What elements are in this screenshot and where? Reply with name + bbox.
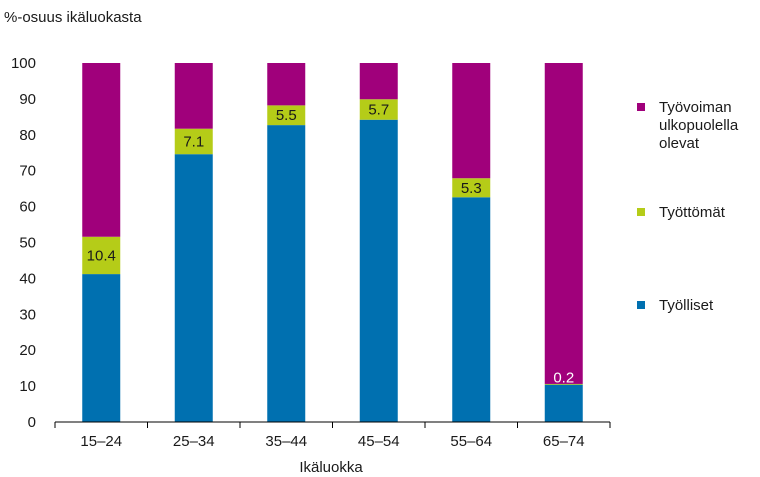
y-tick-label: 0 — [28, 414, 36, 431]
y-tick-label: 50 — [19, 235, 36, 252]
legend-label: ulkopuolella — [659, 117, 739, 134]
y-tick-label: 20 — [19, 342, 36, 359]
bar-segment — [359, 63, 398, 100]
bar-segment — [267, 105, 306, 126]
data-label: 10.4 — [87, 247, 116, 264]
legend-label: Työlliset — [659, 297, 714, 314]
x-axis-title: Ikäluokka — [299, 459, 363, 476]
legend-label: olevat — [659, 135, 700, 152]
legend-swatch — [637, 301, 645, 309]
x-axis-ticks: 15–24 25–34 35–44 45–54 55–64 65–74 — [54, 422, 611, 450]
bar-segment — [452, 178, 491, 198]
x-tick-label: 55–64 — [450, 433, 492, 450]
bars — [82, 63, 583, 423]
data-label: 0.2 — [553, 370, 574, 387]
bar-segment — [267, 125, 306, 423]
bar-segment — [174, 63, 213, 129]
y-tick-label: 90 — [19, 91, 36, 108]
x-tick-label: 65–74 — [543, 433, 585, 450]
x-tick-label: 15–24 — [80, 433, 122, 450]
bar-segment — [82, 63, 121, 237]
bar-segment — [174, 154, 213, 422]
x-tick-label: 35–44 — [265, 433, 307, 450]
bar-segment — [452, 197, 491, 422]
y-tick-label: 60 — [19, 199, 36, 216]
x-tick-label: 45–54 — [358, 433, 400, 450]
y-tick-label: 100 — [11, 55, 36, 72]
legend-swatch — [637, 103, 645, 111]
bar-segment — [544, 383, 583, 385]
bar-segment — [174, 128, 213, 155]
bar-segment — [544, 63, 583, 384]
data-label: 5.3 — [461, 180, 482, 197]
y-tick-label: 10 — [19, 378, 36, 395]
bar-segment — [452, 63, 491, 179]
x-tick-label: 25–34 — [173, 433, 215, 450]
y-tick-label: 40 — [19, 270, 36, 287]
bar-segment — [82, 274, 121, 422]
data-labels: 10.4 7.1 5.5 5.7 5.3 0.2 — [87, 101, 575, 386]
legend-label: Työttömät — [659, 204, 726, 221]
data-label: 5.7 — [368, 101, 389, 118]
y-tick-label: 70 — [19, 163, 36, 180]
bar-segment — [359, 119, 398, 423]
legend-swatch — [637, 208, 645, 216]
bar-segment — [267, 63, 306, 106]
y-axis-ticks: 0 10 20 30 40 50 60 70 80 90 100 — [11, 55, 36, 431]
bar-segment — [82, 236, 121, 275]
data-label: 7.1 — [183, 133, 204, 150]
bar-segment — [359, 99, 398, 120]
legend-label: Työvoiman — [659, 99, 732, 116]
y-tick-label: 80 — [19, 127, 36, 144]
y-axis-title: %-osuus ikäluokasta — [4, 9, 142, 26]
bar-segment — [544, 384, 583, 422]
data-label: 5.5 — [276, 107, 297, 124]
y-tick-label: 30 — [19, 306, 36, 323]
